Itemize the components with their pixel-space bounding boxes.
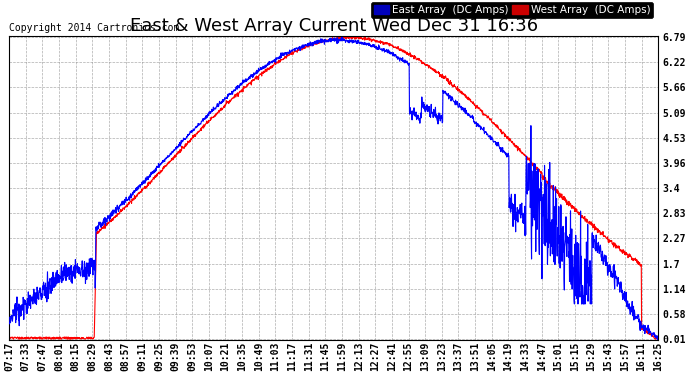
Text: Copyright 2014 Cartronics.com: Copyright 2014 Cartronics.com <box>9 24 179 33</box>
Legend: East Array  (DC Amps), West Array  (DC Amps): East Array (DC Amps), West Array (DC Amp… <box>371 2 653 18</box>
Title: East & West Array Current Wed Dec 31 16:36: East & West Array Current Wed Dec 31 16:… <box>130 17 538 35</box>
